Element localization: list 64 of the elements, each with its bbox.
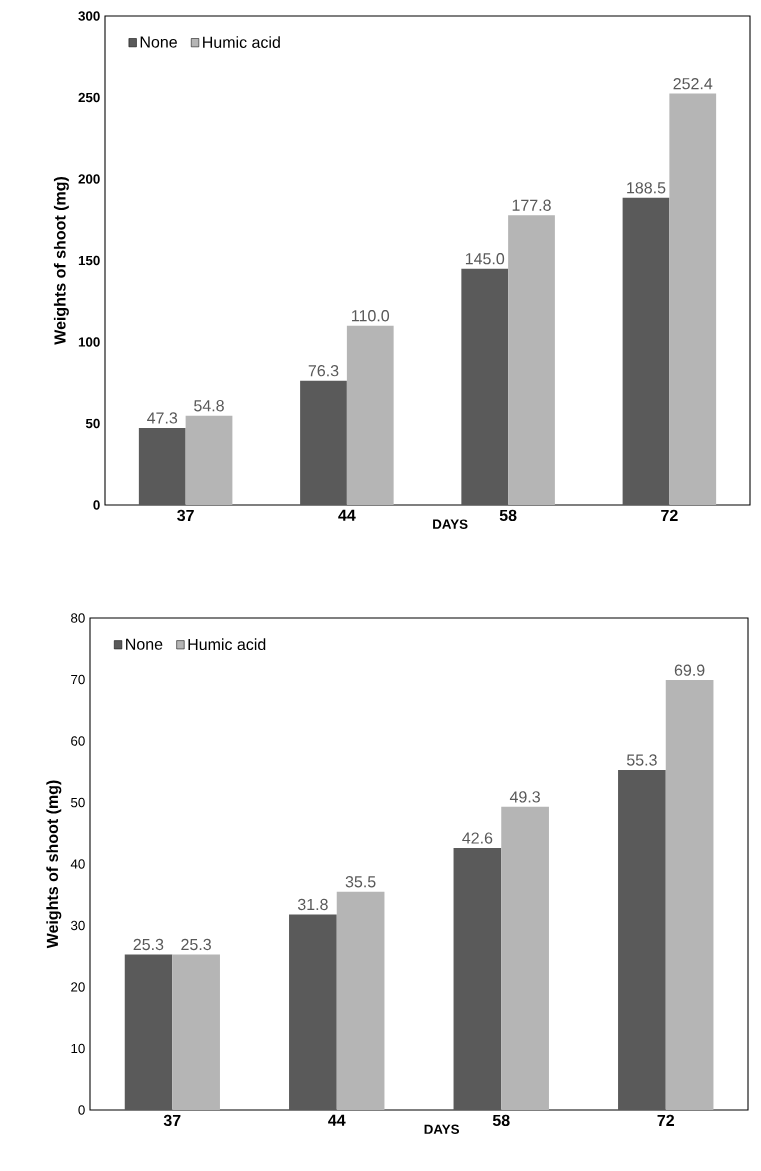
y-tick-label: 70 bbox=[71, 674, 85, 685]
bar bbox=[172, 954, 220, 1110]
x-tick-label: 37 bbox=[177, 509, 194, 522]
data-label: 177.8 bbox=[512, 199, 551, 211]
data-label: 76.3 bbox=[308, 365, 339, 377]
y-tick-label: 0 bbox=[93, 500, 100, 510]
x-tick-label: 58 bbox=[492, 1114, 510, 1127]
bar bbox=[618, 769, 666, 1110]
y-tick-label: 0 bbox=[78, 1105, 85, 1115]
bar bbox=[289, 914, 337, 1110]
data-label: 35.5 bbox=[345, 876, 376, 888]
y-tick-label: 50 bbox=[71, 797, 85, 808]
y-tick-label: 150 bbox=[78, 255, 100, 266]
y-tick-label: 10 bbox=[71, 1043, 85, 1054]
data-label: 25.3 bbox=[133, 938, 164, 951]
y-axis-title: Weights of shoot (mg) bbox=[53, 176, 69, 345]
data-label: 145.0 bbox=[465, 253, 505, 265]
y-tick-label: 30 bbox=[70, 920, 85, 931]
y-tick-label: 20 bbox=[71, 982, 85, 992]
data-label: 47.3 bbox=[147, 412, 178, 424]
y-tick-label: 80 bbox=[71, 613, 85, 623]
bar bbox=[508, 215, 555, 505]
bar bbox=[336, 891, 385, 1110]
data-label: 188.5 bbox=[627, 182, 666, 194]
bar bbox=[138, 427, 186, 505]
y-tick-label: 100 bbox=[78, 337, 100, 347]
data-label: 69.9 bbox=[674, 664, 705, 676]
bar bbox=[665, 680, 714, 1110]
x-tick-label: 37 bbox=[163, 1114, 181, 1127]
data-label: 54.8 bbox=[194, 400, 224, 412]
y-tick-label: 40 bbox=[70, 859, 85, 869]
x-axis-title: DAYS bbox=[433, 519, 468, 529]
y-tick-label: 50 bbox=[85, 418, 100, 429]
data-label: 42.6 bbox=[462, 832, 493, 844]
legend-label: None bbox=[140, 36, 177, 48]
data-label: 49.3 bbox=[509, 791, 540, 803]
y-axis-title: Weights of shoot (mg) bbox=[46, 780, 62, 949]
data-label: 110.0 bbox=[352, 310, 390, 322]
bar bbox=[453, 848, 502, 1110]
y-tick-label: 200 bbox=[78, 174, 100, 184]
bar bbox=[185, 415, 233, 505]
legend-label: Humic acid bbox=[188, 638, 266, 651]
x-tick-label: 58 bbox=[499, 509, 517, 522]
x-axis-title: DAYS bbox=[424, 1124, 460, 1134]
x-tick-label: 72 bbox=[657, 1114, 675, 1126]
data-label: 252.4 bbox=[673, 77, 713, 90]
legend-label: None bbox=[126, 638, 163, 650]
bar bbox=[622, 197, 670, 505]
bar bbox=[669, 93, 717, 505]
x-tick-label: 44 bbox=[338, 509, 356, 521]
y-tick-label: 250 bbox=[78, 92, 100, 103]
bar bbox=[346, 325, 394, 505]
bar bbox=[124, 954, 173, 1110]
y-tick-label: 60 bbox=[71, 736, 85, 746]
y-tick-label: 300 bbox=[78, 11, 100, 21]
bar bbox=[300, 380, 347, 505]
bar bbox=[501, 806, 549, 1110]
x-tick-label: 44 bbox=[328, 1114, 346, 1126]
bar bbox=[461, 268, 509, 505]
data-label: 55.3 bbox=[626, 754, 657, 766]
legend-label: Humic acid bbox=[203, 36, 280, 48]
data-label: 31.8 bbox=[297, 898, 328, 911]
data-label: 25.3 bbox=[181, 938, 211, 951]
x-tick-label: 72 bbox=[661, 509, 678, 521]
